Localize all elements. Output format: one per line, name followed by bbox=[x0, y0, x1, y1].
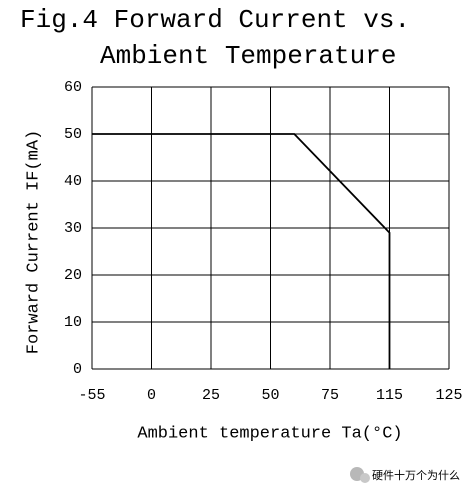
chart-title: Fig.4 Forward Current vs. bbox=[20, 5, 410, 35]
y-tick-label: 40 bbox=[64, 173, 82, 190]
y-tick-label: 10 bbox=[64, 314, 82, 331]
x-tick-label: 115 bbox=[376, 387, 403, 404]
x-tick-label: 0 bbox=[147, 387, 156, 404]
chart-title: Ambient Temperature bbox=[100, 41, 396, 71]
data-line bbox=[92, 133, 391, 369]
x-tick-label: 50 bbox=[261, 387, 279, 404]
watermark-icon bbox=[350, 467, 370, 483]
x-tick-label: 75 bbox=[321, 387, 339, 404]
y-tick-label: 20 bbox=[64, 267, 82, 284]
y-tick-label: 60 bbox=[64, 79, 82, 96]
x-tick-label: 25 bbox=[202, 387, 220, 404]
x-axis-label: Ambient temperature Ta(°C) bbox=[137, 424, 402, 443]
y-tick-label: 0 bbox=[73, 361, 82, 378]
y-axis-label: Forward Current IF(mA) bbox=[24, 130, 43, 354]
watermark: 硬件十万个为什么 bbox=[372, 468, 460, 482]
x-tick-label: -55 bbox=[78, 387, 105, 404]
x-tick-label: 125 bbox=[435, 387, 462, 404]
y-tick-label: 30 bbox=[64, 220, 82, 237]
y-tick-label: 50 bbox=[64, 126, 82, 143]
